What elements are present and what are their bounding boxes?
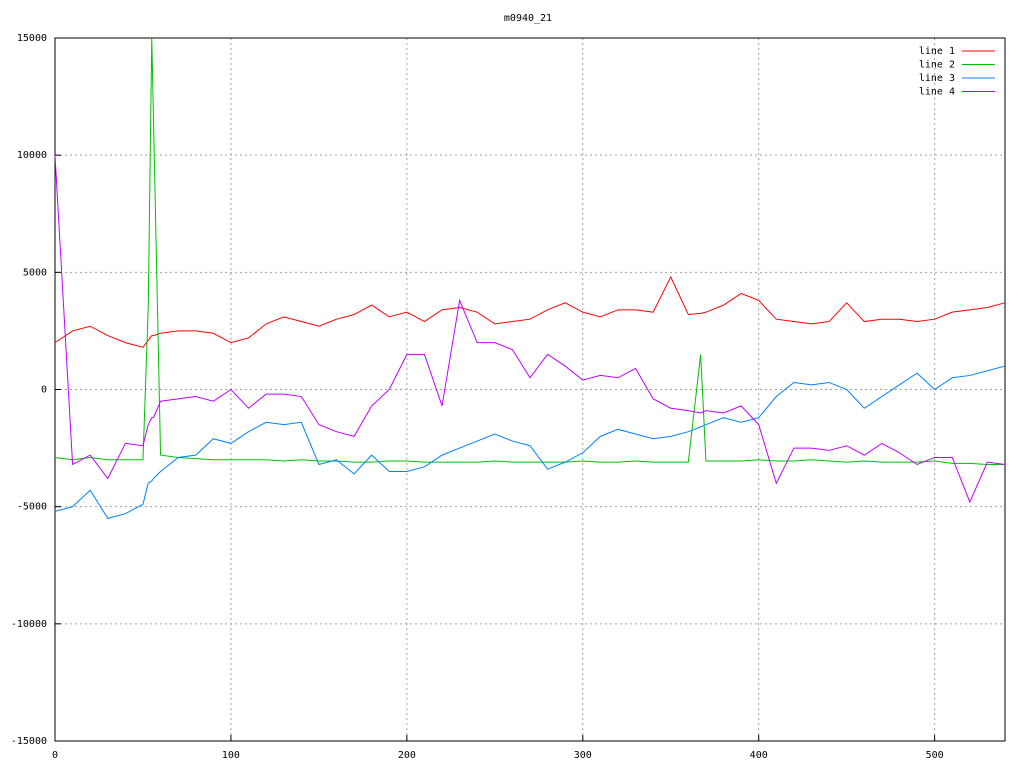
legend-label: line 1 <box>919 46 955 57</box>
data-line <box>54 275 1006 348</box>
data-line <box>54 155 1006 504</box>
x-tick-label: 200 <box>398 750 416 761</box>
y-tick-label: -10000 <box>11 619 47 630</box>
x-tick-label: 100 <box>222 750 240 761</box>
y-tick-label: 15000 <box>17 33 47 44</box>
legend-label: line 2 <box>919 60 955 71</box>
x-tick-label: 500 <box>926 750 944 761</box>
legend-label: line 4 <box>919 87 955 98</box>
data-line <box>54 37 1005 465</box>
y-tick-label: 0 <box>41 385 47 396</box>
y-tick-label: 5000 <box>23 267 47 278</box>
data-line <box>54 365 1006 519</box>
x-tick-label: 300 <box>574 750 592 761</box>
plot-frame <box>54 37 1006 742</box>
y-tick-label: -15000 <box>11 736 47 747</box>
x-tick-label: 0 <box>52 750 58 761</box>
chart-title: m0940_21 <box>504 13 552 24</box>
x-tick-label: 400 <box>750 750 768 761</box>
y-tick-label: 10000 <box>17 150 47 161</box>
y-tick-label: -5000 <box>17 502 47 513</box>
legend-label: line 3 <box>919 73 955 84</box>
